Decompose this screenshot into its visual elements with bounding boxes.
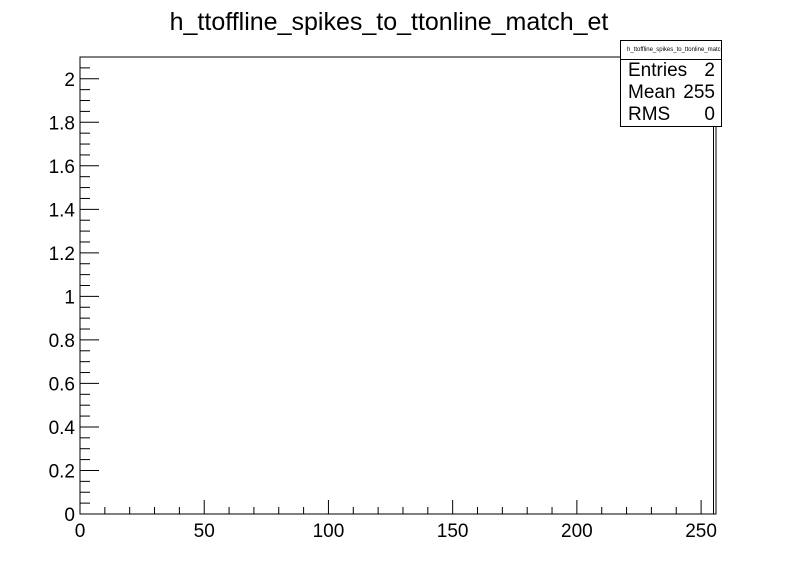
- y-axis: 0 0.2 0.4 0.6 0.8 1 1.2 1.4 1.6 1.8 2: [49, 56, 99, 526]
- stats-row-entries: Entries 2: [621, 60, 721, 82]
- stats-box: h_ttoffline_spikes_to_ttonline_match_et …: [620, 40, 722, 127]
- y-tick-label: 1: [64, 287, 75, 308]
- chart-title: h_ttoffline_spikes_to_ttonline_match_et: [170, 8, 609, 36]
- y-tick-label: 0.8: [49, 331, 75, 352]
- stats-value: 2: [704, 60, 715, 81]
- histogram-bin: [713, 78, 717, 515]
- x-tick-label: 0: [75, 521, 86, 542]
- stats-label: Mean: [628, 82, 676, 103]
- y-tick-label: 2: [64, 70, 75, 91]
- y-tick-label: 1.4: [49, 200, 76, 221]
- stats-row-mean: Mean 255: [621, 82, 721, 104]
- y-tick-label: 1.8: [49, 113, 75, 134]
- stats-value: 255: [683, 82, 715, 103]
- y-tick-label: 1.6: [49, 157, 75, 178]
- histogram-bins: [713, 78, 717, 515]
- y-tick-label: 0.4: [49, 418, 76, 439]
- y-tick-label: 0: [64, 505, 75, 526]
- x-tick-label: 200: [561, 521, 593, 542]
- stats-row-rms: RMS 0: [621, 104, 721, 126]
- x-tick-label: 150: [437, 521, 469, 542]
- stats-box-title: h_ttoffline_spikes_to_ttonline_match_et: [621, 41, 721, 60]
- x-axis: 0 50 100 150 200 250: [75, 500, 717, 542]
- x-tick-label: 100: [313, 521, 345, 542]
- y-tick-label: 0.2: [49, 461, 75, 482]
- stats-value: 0: [704, 104, 715, 125]
- stats-label: Entries: [628, 60, 688, 81]
- stats-label: RMS: [628, 104, 671, 125]
- x-tick-label: 250: [685, 521, 717, 542]
- y-tick-label: 1.2: [49, 244, 75, 265]
- y-tick-label: 0.6: [49, 374, 75, 395]
- x-tick-label: 50: [194, 521, 215, 542]
